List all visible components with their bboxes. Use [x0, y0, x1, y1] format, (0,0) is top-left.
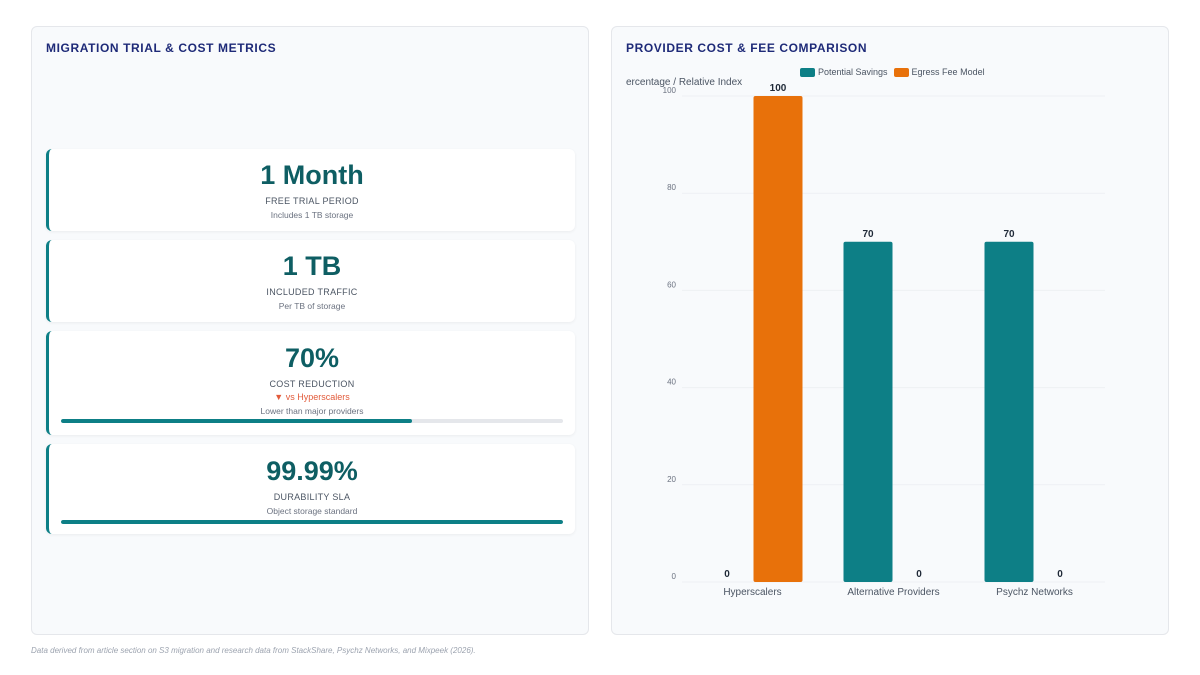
metric-card-free-trial: 1 Month FREE TRIAL PERIOD Includes 1 TB … — [46, 149, 575, 231]
legend-item[interactable]: Egress Fee Model — [893, 67, 985, 77]
bar-potential-savings — [984, 241, 1034, 583]
cost-reduction-progress-fill — [61, 419, 413, 423]
x-tick-label: Psychz Networks — [996, 587, 1073, 598]
cost-reduction-progress-bar — [61, 419, 563, 423]
bar-data-label: 0 — [1057, 569, 1063, 580]
metric-card-included-traffic: 1 TB INCLUDED TRAFFIC Per TB of storage — [46, 240, 575, 322]
chart-legend: Potential Savings Egress Fee Model — [800, 67, 985, 77]
metrics-panel: MIGRATION TRIAL & COST METRICS 1 Month F… — [31, 26, 589, 635]
metric-value: 1 TB — [282, 251, 342, 281]
bar-data-label: 70 — [862, 229, 874, 240]
metric-delta-indicator: ▼ vs Hyperscalers — [274, 392, 350, 402]
y-tick-label: 60 — [667, 280, 676, 289]
metric-subtext: Per TB of storage — [278, 301, 346, 311]
bar-egress-fee-model — [753, 96, 803, 582]
bar-potential-savings — [843, 241, 893, 583]
y-tick-label: 80 — [667, 183, 676, 192]
legend-label: Egress Fee Model — [911, 67, 985, 77]
metrics-panel-title: MIGRATION TRIAL & COST METRICS — [46, 41, 277, 55]
y-tick-label: 40 — [667, 378, 676, 387]
metric-card-cost-reduction: 70% COST REDUCTION ▼ vs Hyperscalers Low… — [46, 331, 575, 435]
durability-progress-fill — [61, 520, 563, 524]
legend-swatch — [800, 67, 815, 77]
bar-data-label: 0 — [724, 569, 730, 580]
x-tick-label: Hyperscalers — [723, 587, 781, 598]
metric-value: 70% — [284, 343, 340, 373]
y-axis-title: ercentage / Relative Index — [626, 77, 742, 88]
y-tick-label: 100 — [663, 86, 677, 95]
metric-label: FREE TRIAL PERIOD — [265, 196, 359, 206]
metric-subtext: Includes 1 TB storage — [270, 210, 354, 220]
legend-label: Potential Savings — [818, 67, 888, 77]
metric-value: 1 Month — [260, 160, 364, 190]
bar-chart: ercentage / Relative Index 0 20 40 60 80 100 0 1… — [626, 77, 1105, 598]
chart-panel: PROVIDER COST & FEE COMPARISON Potential… — [611, 26, 1169, 635]
y-tick-label: 20 — [667, 475, 676, 484]
legend-item[interactable]: Potential Savings — [800, 67, 888, 77]
legend-swatch — [893, 67, 909, 77]
y-tick-label: 0 — [672, 572, 677, 581]
metric-label: DURABILITY SLA — [273, 492, 351, 502]
metric-value: 99.99% — [266, 456, 358, 486]
metric-subtext: Object storage standard — [266, 506, 358, 516]
chart-panel-title: PROVIDER COST & FEE COMPARISON — [626, 41, 868, 55]
metric-subtext: Lower than major providers — [260, 406, 364, 416]
bar-data-label: 0 — [916, 569, 922, 580]
footnote: Data derived from article section on S3 … — [31, 646, 476, 655]
durability-progress-bar — [61, 520, 563, 524]
bar-data-label: 100 — [770, 83, 787, 94]
metric-label: COST REDUCTION — [269, 379, 355, 389]
metric-card-durability-sla: 99.99% DURABILITY SLA Object storage sta… — [46, 444, 575, 534]
x-tick-label: Alternative Providers — [847, 587, 939, 598]
bar-data-label: 70 — [1003, 229, 1015, 240]
metric-label: INCLUDED TRAFFIC — [266, 287, 358, 297]
